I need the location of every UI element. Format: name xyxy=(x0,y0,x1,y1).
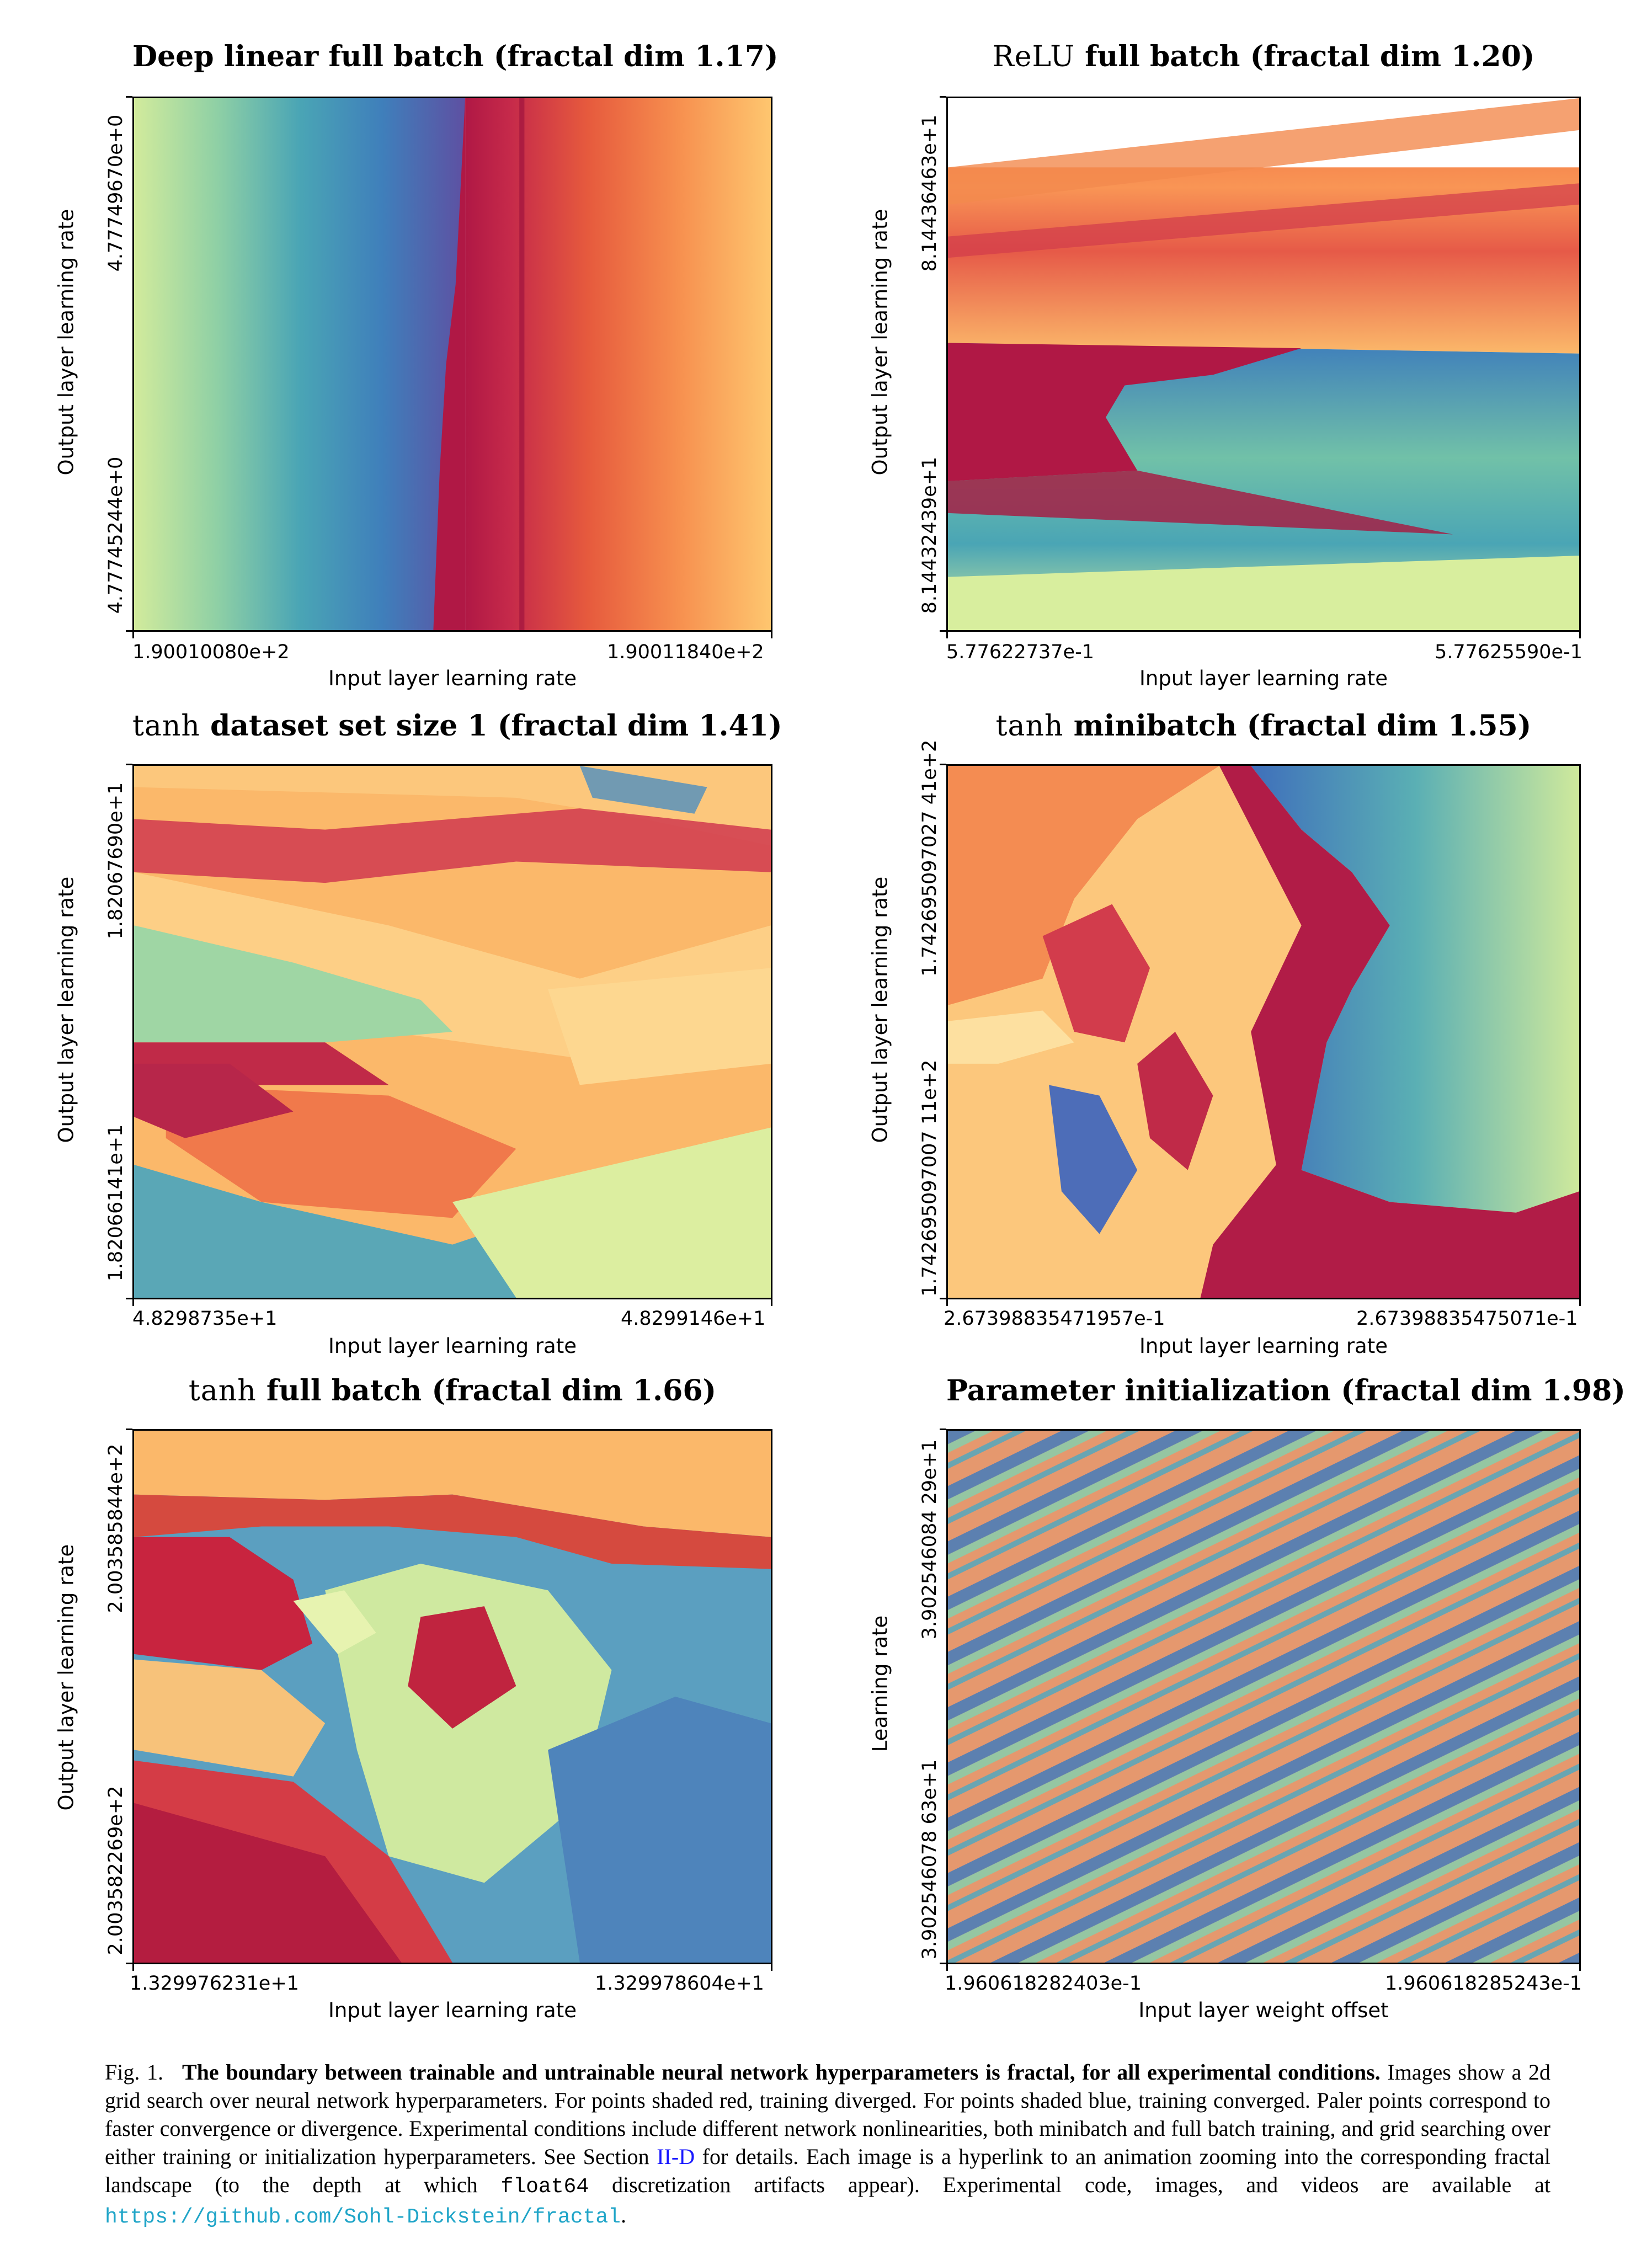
fractal-image[interactable] xyxy=(132,97,772,632)
panel-title-prefix: tanh xyxy=(132,710,200,743)
panel-title-text: full batch (fractal dim 1.66) xyxy=(256,1374,717,1408)
x-axis-label: Input layer weight offset xyxy=(1138,1998,1389,2022)
tick xyxy=(126,1429,132,1430)
x-tick-left: 5.77622737e-1 xyxy=(946,641,1094,663)
panel-title-text: full batch (fractal dim 1.20) xyxy=(1075,40,1535,73)
figure-caption: Fig. 1. The boundary between trainable an… xyxy=(105,2058,1550,2231)
tick xyxy=(126,764,132,765)
panel-title: tanh minibatch (fractal dim 1.55) xyxy=(946,709,1581,743)
x-tick-right: 4.8299146e+1 xyxy=(621,1308,766,1330)
x-tick-right: 1.960618285243e-1 xyxy=(1385,1973,1582,1995)
panel-title: Parameter initialization (fractal dim 1.… xyxy=(946,1374,1626,1408)
y-tick-top: 2.003585844e+2 xyxy=(105,1443,127,1613)
x-tick-left: 1.90010080e+2 xyxy=(132,641,290,663)
y-axis-label: Output layer learning rate xyxy=(868,876,892,1143)
x-axis-label: Input layer learning rate xyxy=(328,1334,577,1358)
fractal-image[interactable] xyxy=(946,97,1581,632)
panel-title: tanh dataset set size 1 (fractal dim 1.4… xyxy=(132,709,782,743)
x-axis-label: Input layer learning rate xyxy=(1139,1334,1388,1358)
tick xyxy=(946,1964,948,1971)
panel-title-text: dataset set size 1 (fractal dim 1.41) xyxy=(200,709,782,743)
tick xyxy=(1579,632,1581,638)
caption-text: . xyxy=(620,2203,626,2227)
x-tick-left: 2.67398835471957e-1 xyxy=(944,1308,1165,1330)
code-float64: float64 xyxy=(500,2175,589,2199)
panel-title: Deep linear full batch (fractal dim 1.17… xyxy=(132,40,779,73)
y-axis-label: Learning rate xyxy=(868,1615,892,1752)
tick xyxy=(771,632,772,638)
y-axis-label: Output layer learning rate xyxy=(868,209,892,476)
section-link[interactable]: II-D xyxy=(657,2144,695,2169)
y-tick-bottom: 3.902546078 63e+1 xyxy=(919,1759,941,1960)
tick xyxy=(132,1299,134,1306)
y-tick-bottom: 2.003582269e+2 xyxy=(105,1785,127,1955)
tick xyxy=(940,1429,946,1430)
y-tick-top: 1.82067690e+1 xyxy=(105,782,127,940)
caption-text: discretization artifacts appear). Experi… xyxy=(589,2172,1551,2197)
tick xyxy=(126,630,132,632)
github-link[interactable]: https://github.com/Sohl-Dickstein/fracta… xyxy=(105,2205,621,2229)
x-tick-left: 1.960618282403e-1 xyxy=(945,1973,1142,1995)
panel-title-prefix: ReLU xyxy=(992,40,1075,73)
tick xyxy=(946,1299,948,1306)
x-tick-right: 1.329978604e+1 xyxy=(595,1973,764,1995)
panel-title: tanh full batch (fractal dim 1.66) xyxy=(132,1374,772,1408)
tick xyxy=(126,1963,132,1964)
x-tick-right: 5.77625590e-1 xyxy=(1435,641,1582,663)
y-tick-bottom: 4.77745244e+0 xyxy=(105,456,127,614)
figure-label: Fig. 1. xyxy=(105,2060,163,2085)
fractal-image[interactable] xyxy=(946,764,1581,1299)
caption-text: for details. Each image is a hyperlink t… xyxy=(105,2144,1551,2197)
tick xyxy=(132,1964,134,1971)
y-tick-bottom: 1.82066141e+1 xyxy=(105,1124,127,1282)
tick xyxy=(126,96,132,98)
y-tick-top: 3.902546084 29e+1 xyxy=(919,1439,941,1640)
y-tick-top: 1.742695097027 41e+2 xyxy=(919,739,941,977)
x-axis-label: Input layer learning rate xyxy=(328,667,577,690)
y-tick-top: 8.14436463e+1 xyxy=(919,114,941,272)
fractal-image[interactable] xyxy=(946,1429,1581,1964)
tick xyxy=(1579,1964,1581,1971)
x-axis-label: Input layer learning rate xyxy=(328,1998,577,2022)
x-tick-left: 4.8298735e+1 xyxy=(132,1308,278,1330)
tick xyxy=(940,96,946,98)
panel-title-text: minibatch (fractal dim 1.55) xyxy=(1063,709,1532,743)
x-axis-label: Input layer learning rate xyxy=(1139,667,1388,690)
y-axis-label: Output layer learning rate xyxy=(54,876,78,1143)
tick xyxy=(771,1299,772,1306)
x-tick-right: 1.90011840e+2 xyxy=(607,641,764,663)
fractal-image[interactable] xyxy=(132,764,772,1299)
y-tick-bottom: 8.14432439e+1 xyxy=(919,456,941,614)
panel-title-text: Parameter initialization (fractal dim 1.… xyxy=(946,1374,1626,1408)
caption-bold: The boundary between trainable and untra… xyxy=(182,2060,1381,2085)
panel-title-prefix: tanh xyxy=(995,710,1064,743)
caption-text: Images show a 2d grid search over neural… xyxy=(105,2060,1550,2169)
panel-title-prefix: tanh xyxy=(188,1374,257,1408)
tick xyxy=(940,630,946,632)
tick xyxy=(132,632,134,638)
tick xyxy=(771,1964,772,1971)
tick xyxy=(946,632,948,638)
tick xyxy=(1579,1299,1581,1306)
x-tick-right: 2.67398835475071e-1 xyxy=(1356,1308,1578,1330)
y-axis-label: Output layer learning rate xyxy=(54,209,78,476)
panel-title-text: Deep linear full batch (fractal dim 1.17… xyxy=(132,40,779,73)
x-tick-left: 1.329976231e+1 xyxy=(130,1973,299,1995)
panel-title: ReLU full batch (fractal dim 1.20) xyxy=(946,40,1581,73)
tick xyxy=(940,764,946,765)
y-axis-label: Output layer learning rate xyxy=(54,1544,78,1811)
fractal-image[interactable] xyxy=(132,1429,772,1964)
tick xyxy=(940,1298,946,1299)
tick xyxy=(126,1298,132,1299)
y-tick-bottom: 1.742695097007 11e+2 xyxy=(919,1059,941,1297)
y-tick-top: 4.77749670e+0 xyxy=(105,114,127,272)
tick xyxy=(940,1963,946,1964)
